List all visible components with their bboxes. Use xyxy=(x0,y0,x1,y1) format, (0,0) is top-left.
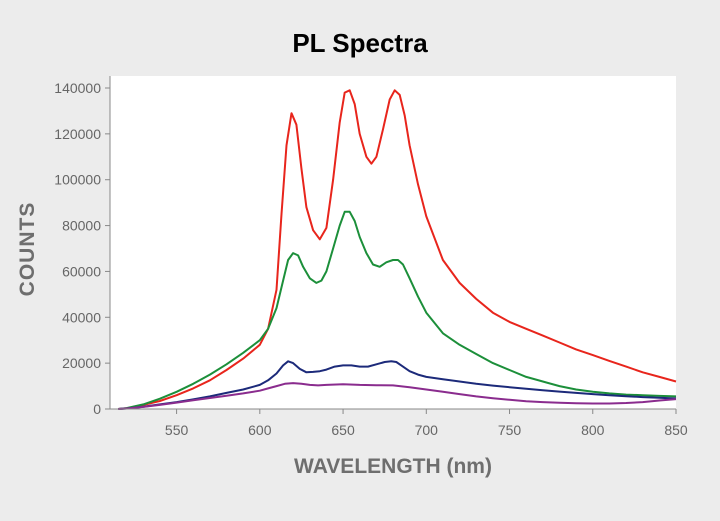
series-line-4 xyxy=(118,382,677,410)
x-tick-label: 600 xyxy=(248,422,272,438)
x-tick-label: 750 xyxy=(498,422,522,438)
y-tick-label: 60000 xyxy=(62,263,101,279)
y-tick-label: 0 xyxy=(93,401,101,417)
y-tick-label: 40000 xyxy=(62,309,101,325)
x-tick-label: 850 xyxy=(664,422,688,438)
series-line-2 xyxy=(118,210,677,410)
y-tick-label: 140000 xyxy=(54,80,101,96)
y-tick-label: 120000 xyxy=(54,126,101,142)
series-line-1 xyxy=(118,89,677,410)
x-axis-label: WAVELENGTH (nm) xyxy=(294,455,492,478)
axes-layer: 0 20000 40000 60000 80000 100000 120000 140000 5… xyxy=(54,76,688,438)
chart-title: PL Spectra xyxy=(292,28,428,58)
y-tick-label: 80000 xyxy=(62,218,101,234)
x-tick-label: 800 xyxy=(581,422,605,438)
series-line-3 xyxy=(118,360,677,410)
plot-area xyxy=(110,76,676,409)
series-layer xyxy=(118,89,677,410)
y-tick-label: 100000 xyxy=(54,172,101,188)
x-tick-label: 700 xyxy=(415,422,439,438)
x-tick-label: 550 xyxy=(165,422,189,438)
x-tick-label: 650 xyxy=(331,422,355,438)
y-tick-label: 20000 xyxy=(62,355,101,371)
